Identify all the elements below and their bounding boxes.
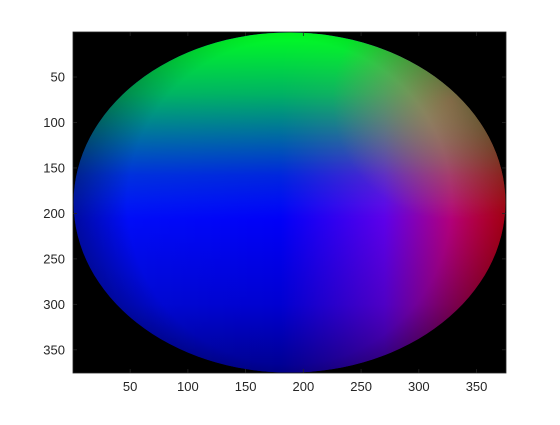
y-tick-label-250: 250 xyxy=(43,251,65,266)
x-tick-label-200: 200 xyxy=(293,379,315,394)
y-tick-label-50: 50 xyxy=(51,70,65,85)
x-tick-label-150: 150 xyxy=(235,379,257,394)
y-tick-label-300: 300 xyxy=(43,297,65,312)
y-tick-label-100: 100 xyxy=(43,115,65,130)
x-tick-label-300: 300 xyxy=(408,379,430,394)
image-layer-rim xyxy=(73,32,506,373)
y-tick-label-150: 150 xyxy=(43,160,65,175)
x-tick-label-350: 350 xyxy=(466,379,488,394)
x-tick-label-100: 100 xyxy=(177,379,199,394)
image-ellipse xyxy=(73,32,506,373)
y-tick-label-200: 200 xyxy=(43,206,65,221)
y-tick-label-350: 350 xyxy=(43,342,65,357)
x-tick-label-250: 250 xyxy=(350,379,372,394)
axes-box xyxy=(72,31,507,374)
x-tick-label-50: 50 xyxy=(123,379,137,394)
